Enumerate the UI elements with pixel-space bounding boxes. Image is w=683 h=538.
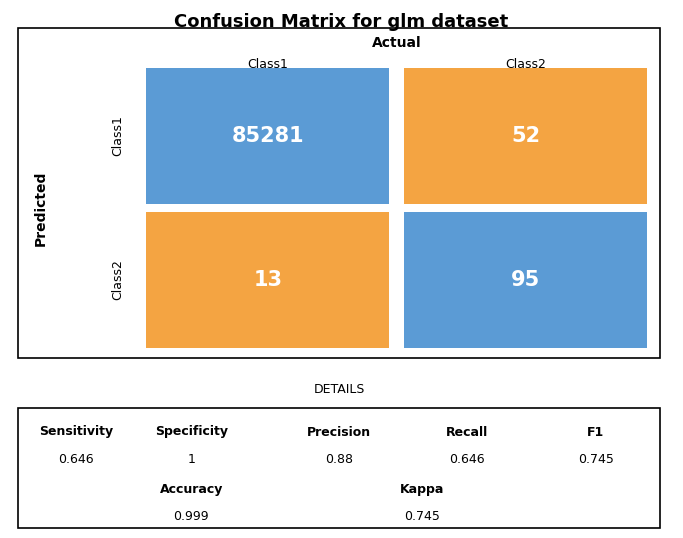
Text: 0.646: 0.646 bbox=[449, 453, 485, 466]
Text: 0.745: 0.745 bbox=[578, 453, 614, 466]
Text: 0.745: 0.745 bbox=[404, 509, 441, 522]
Bar bbox=[404, 68, 647, 204]
Bar bbox=[146, 68, 389, 204]
Text: 0.88: 0.88 bbox=[325, 453, 353, 466]
Text: Recall: Recall bbox=[446, 426, 488, 438]
Text: 52: 52 bbox=[512, 126, 540, 146]
Text: 85281: 85281 bbox=[232, 126, 304, 146]
Text: Class1: Class1 bbox=[111, 115, 124, 156]
Text: Predicted: Predicted bbox=[33, 170, 48, 245]
Text: 95: 95 bbox=[511, 270, 540, 290]
Text: Confusion Matrix for glm dataset: Confusion Matrix for glm dataset bbox=[174, 13, 509, 31]
Text: 0.999: 0.999 bbox=[173, 509, 209, 522]
Text: 13: 13 bbox=[253, 270, 282, 290]
Text: Kappa: Kappa bbox=[400, 483, 445, 496]
Text: 0.646: 0.646 bbox=[58, 453, 94, 466]
Text: F1: F1 bbox=[587, 426, 604, 438]
Text: 1: 1 bbox=[187, 453, 195, 466]
Text: Class2: Class2 bbox=[111, 259, 124, 300]
Text: Class1: Class1 bbox=[247, 58, 288, 70]
Text: Sensitivity: Sensitivity bbox=[39, 426, 113, 438]
Text: DETAILS: DETAILS bbox=[313, 383, 365, 396]
Text: Class2: Class2 bbox=[505, 58, 546, 70]
Text: Precision: Precision bbox=[307, 426, 371, 438]
Text: Specificity: Specificity bbox=[155, 426, 228, 438]
Text: Accuracy: Accuracy bbox=[160, 483, 223, 496]
Bar bbox=[404, 212, 647, 348]
Text: Actual: Actual bbox=[372, 36, 421, 50]
Bar bbox=[146, 212, 389, 348]
